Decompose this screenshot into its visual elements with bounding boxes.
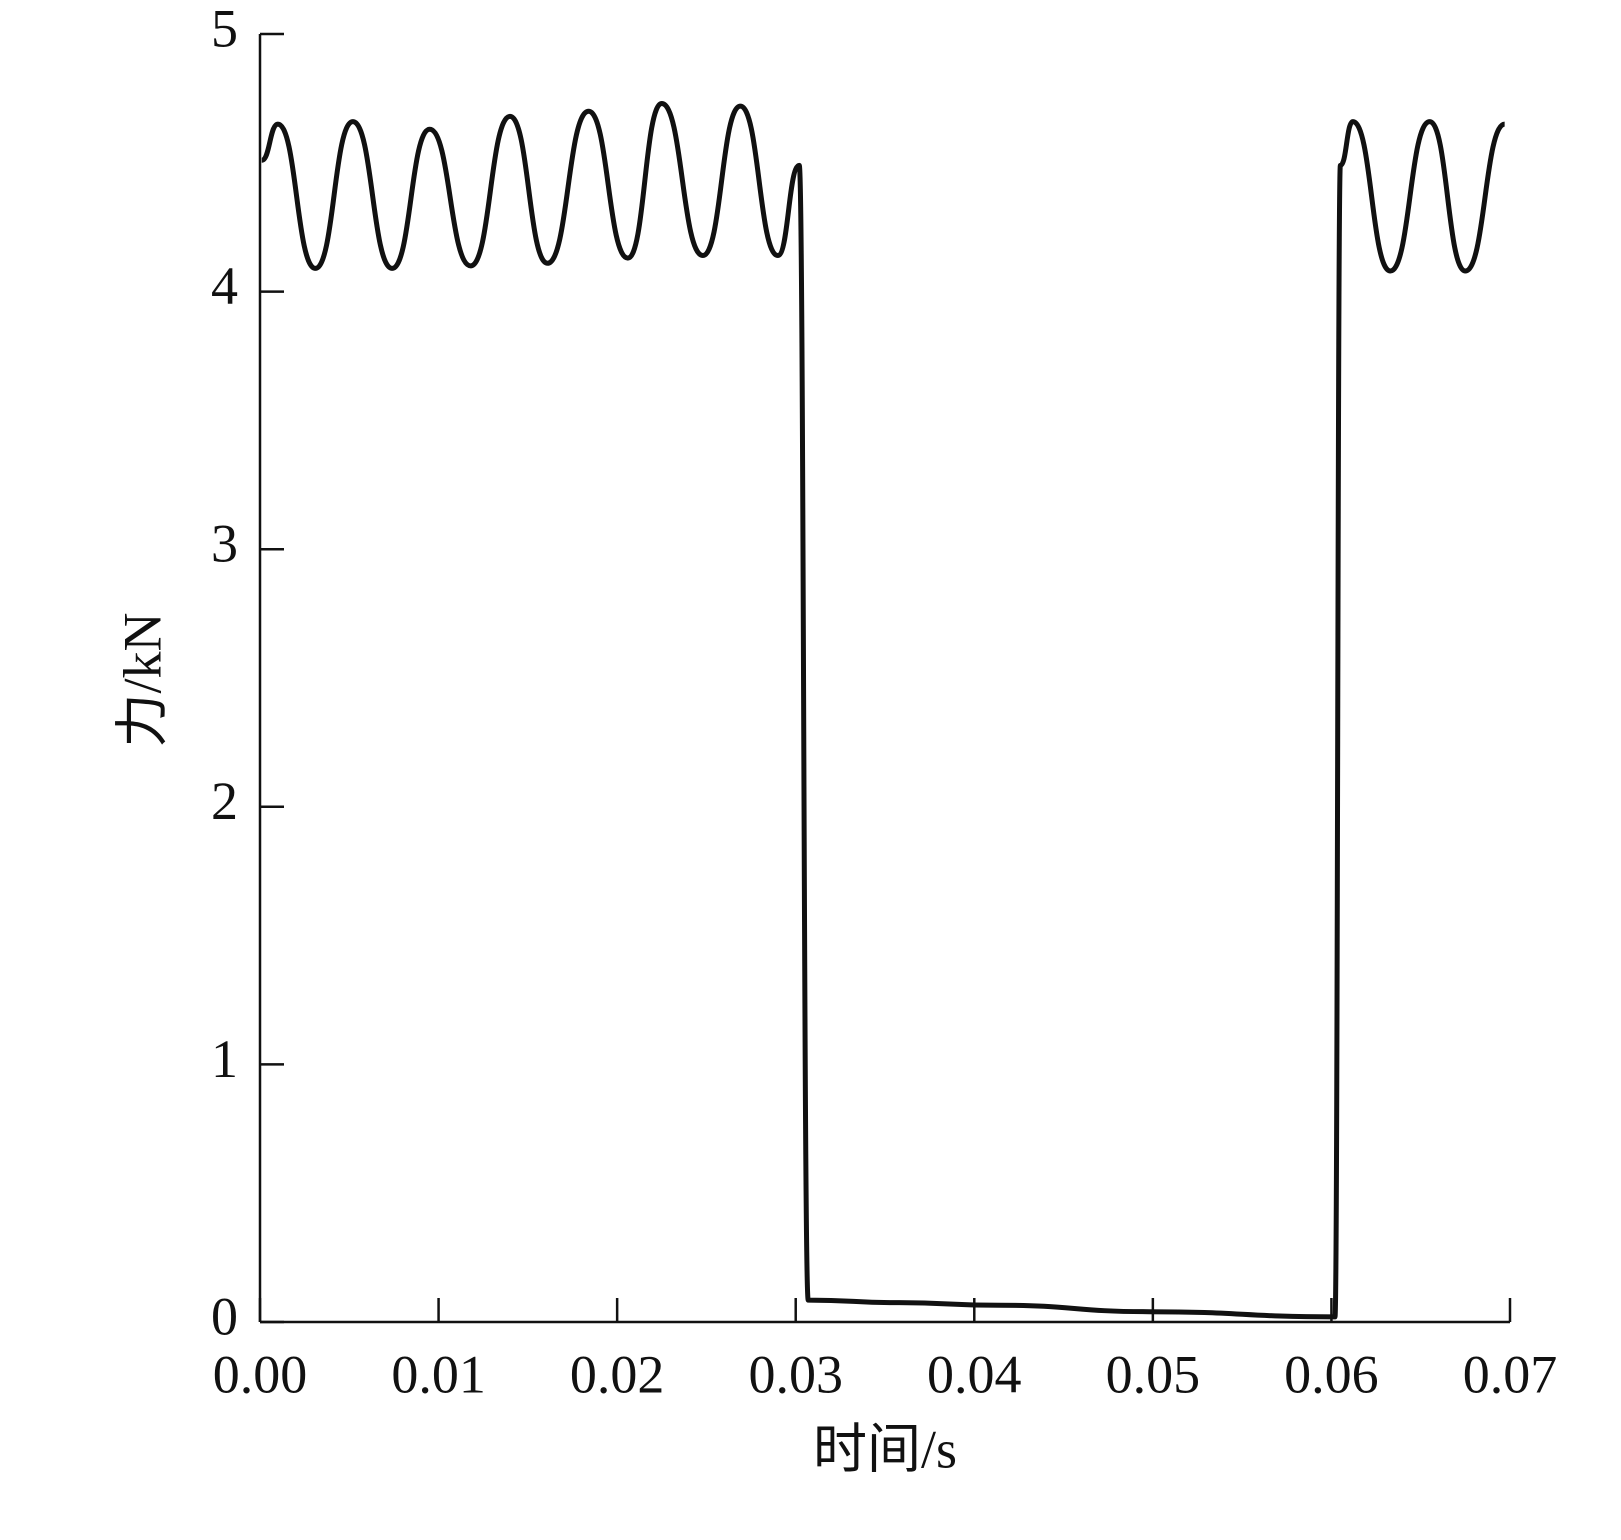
x-tick-label: 0.00 bbox=[213, 1344, 308, 1404]
x-tick-label: 0.04 bbox=[927, 1344, 1022, 1404]
y-tick-label: 5 bbox=[211, 0, 238, 58]
x-tick-label: 0.07 bbox=[1463, 1344, 1558, 1404]
y-tick-label: 4 bbox=[211, 256, 238, 316]
x-tick-label: 0.03 bbox=[748, 1344, 843, 1404]
x-tick-label: 0.02 bbox=[570, 1344, 665, 1404]
y-tick-label: 3 bbox=[211, 514, 238, 574]
x-tick-label: 0.01 bbox=[391, 1344, 486, 1404]
x-tick-label: 0.06 bbox=[1284, 1344, 1379, 1404]
data-line bbox=[260, 101, 1506, 1320]
y-tick-label: 1 bbox=[211, 1029, 238, 1089]
y-tick-label: 2 bbox=[211, 771, 238, 831]
x-tick-label: 0.05 bbox=[1106, 1344, 1201, 1404]
y-tick-label: 0 bbox=[211, 1286, 238, 1346]
x-axis-label: 时间/s bbox=[813, 1419, 957, 1479]
y-axis-label: 力/kN bbox=[112, 613, 172, 748]
